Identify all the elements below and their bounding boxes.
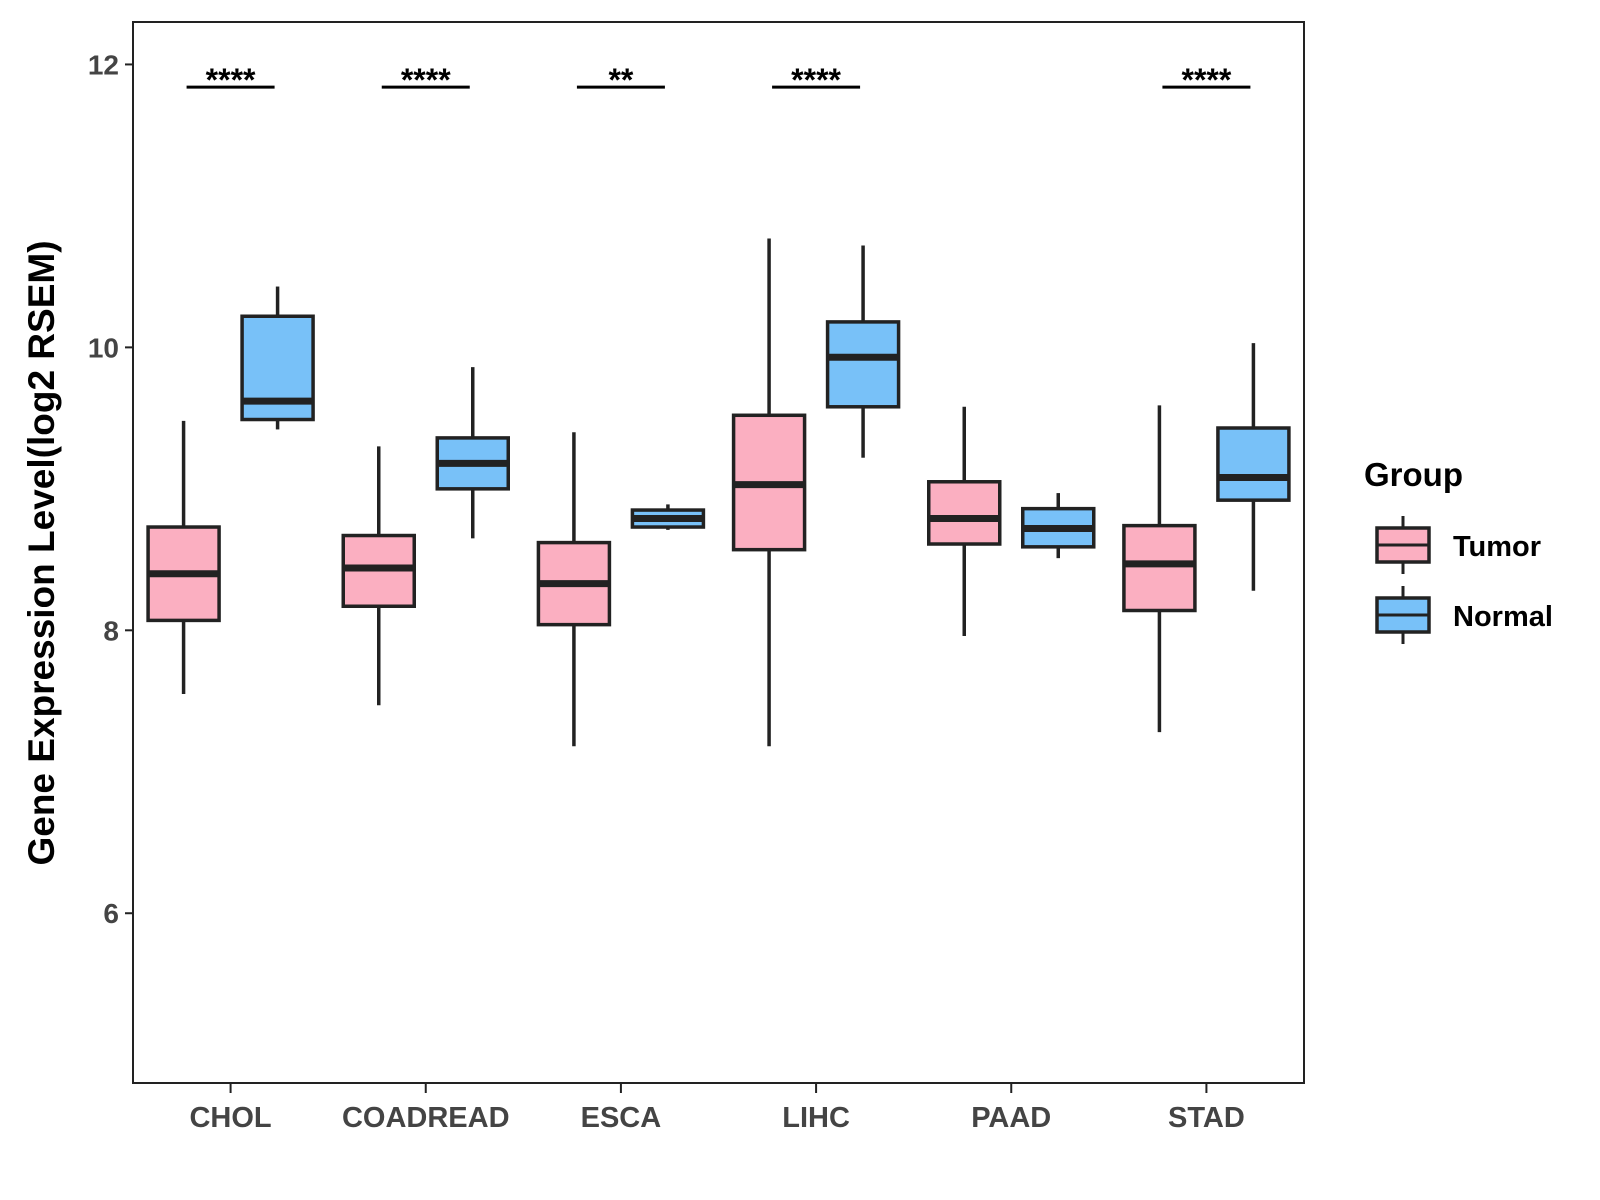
legend-item-tumor: Tumor xyxy=(1375,516,1541,574)
significance-label: ** xyxy=(608,62,633,98)
box-normal-chol xyxy=(240,286,315,430)
legend-item-normal: Normal xyxy=(1375,586,1553,644)
x-tick-label: ESCA xyxy=(581,1102,662,1134)
box-body xyxy=(927,480,1002,546)
legend: Group Tumor Normal xyxy=(1364,456,1553,644)
box-tumor-paad xyxy=(927,406,1002,636)
legend-label: Normal xyxy=(1453,601,1553,633)
significance-label: **** xyxy=(401,62,451,98)
box-normal-coadread xyxy=(435,367,510,539)
x-tick-label: PAAD xyxy=(971,1102,1051,1134)
x-tick-label: COADREAD xyxy=(342,1102,510,1134)
box-normal-stad xyxy=(1216,343,1291,591)
box-normal-lihc xyxy=(825,245,901,458)
box-tumor-chol xyxy=(146,420,221,694)
y-axis: 6 8 10 12 xyxy=(88,49,133,929)
y-tick-label: 12 xyxy=(88,49,119,80)
box-tumor-stad xyxy=(1122,405,1197,733)
y-tick-label: 6 xyxy=(103,898,119,929)
significance-label: **** xyxy=(206,62,256,98)
box-normal-esca xyxy=(630,504,706,530)
box-tumor-coadread xyxy=(341,446,416,706)
panel-border xyxy=(132,21,1305,1084)
legend-label: Tumor xyxy=(1453,531,1541,563)
box-body xyxy=(825,320,901,409)
significance-label: **** xyxy=(791,62,841,98)
x-tick-label: LIHC xyxy=(782,1102,850,1134)
box-body xyxy=(1216,426,1291,502)
plot-area: **** **** ** **** **** xyxy=(132,21,1305,1084)
box-normal-paad xyxy=(1021,493,1096,559)
y-tick-label: 8 xyxy=(103,615,119,646)
x-tick-label: STAD xyxy=(1168,1102,1245,1134)
significance-label: **** xyxy=(1182,62,1232,98)
box-body xyxy=(1122,523,1197,613)
box-tumor-lihc xyxy=(731,238,807,747)
y-axis-title: Gene Expression Level(log2 RSEM) xyxy=(21,240,62,865)
x-axis: CHOL COADREAD ESCA LIHC PAAD STAD xyxy=(189,1083,1245,1134)
box-tumor-esca xyxy=(536,432,612,747)
y-tick-label: 10 xyxy=(88,332,119,363)
x-tick-label: CHOL xyxy=(189,1102,271,1134)
legend-title: Group xyxy=(1364,456,1463,493)
